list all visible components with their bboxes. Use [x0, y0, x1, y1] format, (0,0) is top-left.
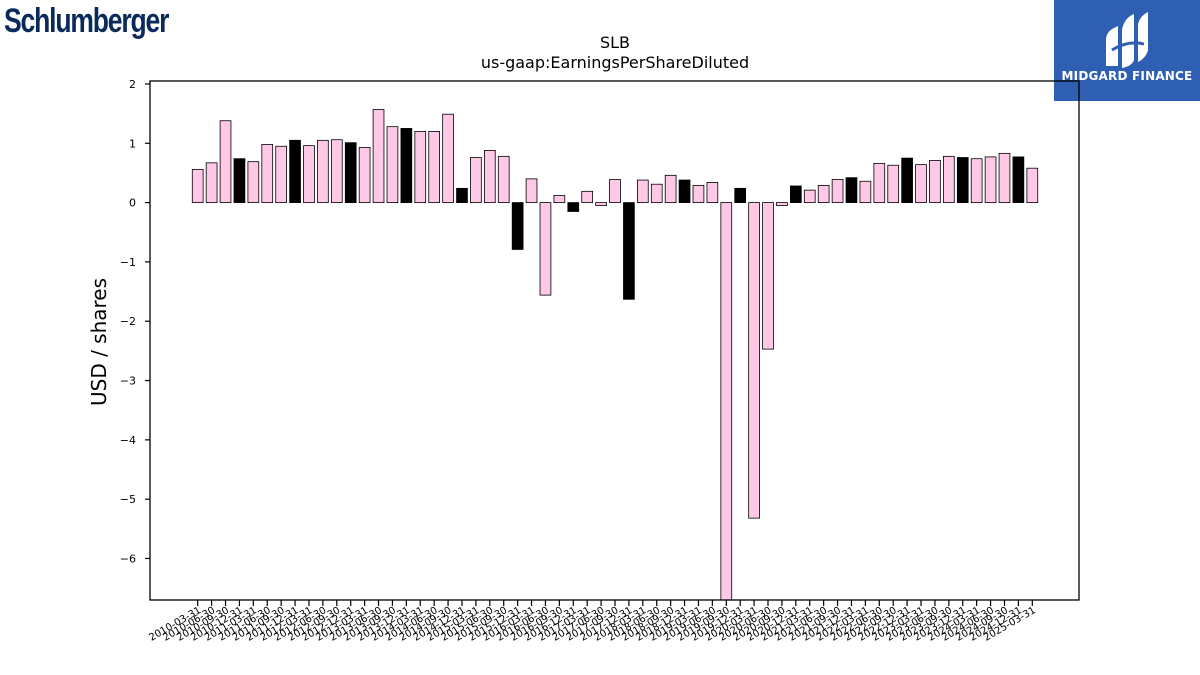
bar-2018-03-31 [637, 179, 649, 203]
bar-2024-09-30 [998, 152, 1011, 203]
bar-2020-12-31 [790, 185, 802, 204]
bar-2016-06-30 [539, 202, 552, 296]
y-tick-label: −4 [120, 434, 136, 447]
bar-2016-12-31 [567, 202, 580, 212]
y-tick-label: 2 [129, 78, 136, 91]
bar-2014-09-30 [442, 113, 454, 203]
bar-2024-03-31 [970, 158, 983, 203]
bar-2010-03-31 [191, 168, 204, 204]
bar-2019-09-30 [720, 202, 733, 601]
bar-2021-03-31 [803, 189, 816, 203]
bar-2012-12-31 [344, 142, 357, 204]
bar-2022-12-31 [901, 157, 913, 204]
bar-2021-06-30 [817, 184, 830, 203]
bar-2024-06-30 [984, 156, 997, 203]
y-tick-label: −5 [120, 493, 136, 506]
bar-2012-03-31 [303, 145, 315, 203]
bar-2022-09-30 [887, 164, 900, 203]
y-tick-label: −6 [120, 552, 136, 565]
bar-2011-06-30 [261, 144, 274, 204]
bar-2021-12-31 [845, 177, 858, 203]
bar-2021-09-30 [831, 179, 844, 203]
x-axis-ticks: 2010-03-312010-06-302010-09-302010-12-31… [147, 600, 1038, 644]
bar-2015-06-30 [483, 149, 496, 203]
bar-2018-12-31 [678, 179, 691, 203]
bar-2015-03-31 [470, 157, 482, 204]
bar-2016-09-30 [553, 195, 566, 203]
y-tick-label: −1 [120, 256, 136, 269]
bar-2020-06-30 [762, 202, 774, 350]
bar-2013-12-31 [400, 128, 413, 203]
chart-title: SLB [600, 33, 630, 52]
plot-frame [149, 80, 1080, 601]
bar-2017-09-30 [609, 179, 621, 203]
y-axis-label: USD / shares [87, 278, 111, 406]
bar-2020-03-31 [748, 202, 760, 519]
chart-subtitle: us-gaap:EarningsPerShareDiluted [481, 53, 749, 72]
bar-2011-12-31 [289, 139, 301, 203]
bar-2023-09-30 [943, 155, 955, 204]
bar-2010-06-30 [205, 162, 218, 203]
bar-2013-03-31 [358, 147, 371, 203]
company-logo: Schlumberger [4, 2, 169, 40]
badge-label: MIDGARD FINANCE [1061, 69, 1193, 83]
y-tick-label: −2 [120, 315, 136, 328]
midgard-finance-badge: MIDGARD FINANCE [1054, 0, 1200, 101]
bar-2011-03-31 [247, 161, 260, 203]
bar-2023-03-31 [915, 164, 927, 203]
y-tick-label: 1 [129, 137, 136, 150]
bar-2022-06-30 [873, 163, 886, 203]
bar-2019-06-30 [706, 182, 719, 203]
bar-2010-09-30 [219, 120, 232, 203]
bar-2013-09-30 [386, 126, 399, 203]
bar-2013-06-30 [372, 109, 385, 203]
bar-2011-09-30 [275, 145, 287, 203]
bar-2017-06-30 [595, 202, 607, 206]
bar-2017-03-31 [581, 190, 594, 203]
bar-2018-09-30 [664, 174, 677, 203]
bar-2014-06-30 [428, 131, 441, 203]
bar-2010-12-31 [233, 158, 246, 203]
bar-2014-03-31 [414, 131, 427, 203]
bar-2019-12-31 [734, 187, 747, 204]
bar-2022-03-31 [859, 180, 872, 203]
y-axis-ticks: 2 1 0 −1 −2 −3 −4 −5 −6 [120, 78, 150, 565]
bar-2020-09-30 [776, 202, 788, 206]
bar-2017-12-31 [623, 202, 635, 300]
bar-2025-03-31 [1026, 167, 1039, 203]
y-tick-label: −3 [120, 375, 136, 388]
bar-2015-09-30 [497, 155, 510, 204]
bar-2023-12-31 [956, 157, 969, 204]
midgard-logo-icon [1106, 12, 1148, 68]
bar-2016-03-31 [525, 178, 538, 203]
bar-2012-06-30 [317, 139, 329, 203]
bar-2024-12-31 [1012, 156, 1025, 203]
bar-2019-03-31 [692, 184, 705, 203]
bar-2012-09-30 [330, 139, 343, 203]
bar-series [191, 109, 1039, 601]
bar-2023-06-30 [929, 160, 941, 203]
bar-2018-06-30 [650, 183, 663, 204]
bar-2014-12-31 [456, 187, 468, 204]
bar-2015-12-31 [511, 202, 524, 250]
y-tick-label: 0 [129, 197, 136, 210]
